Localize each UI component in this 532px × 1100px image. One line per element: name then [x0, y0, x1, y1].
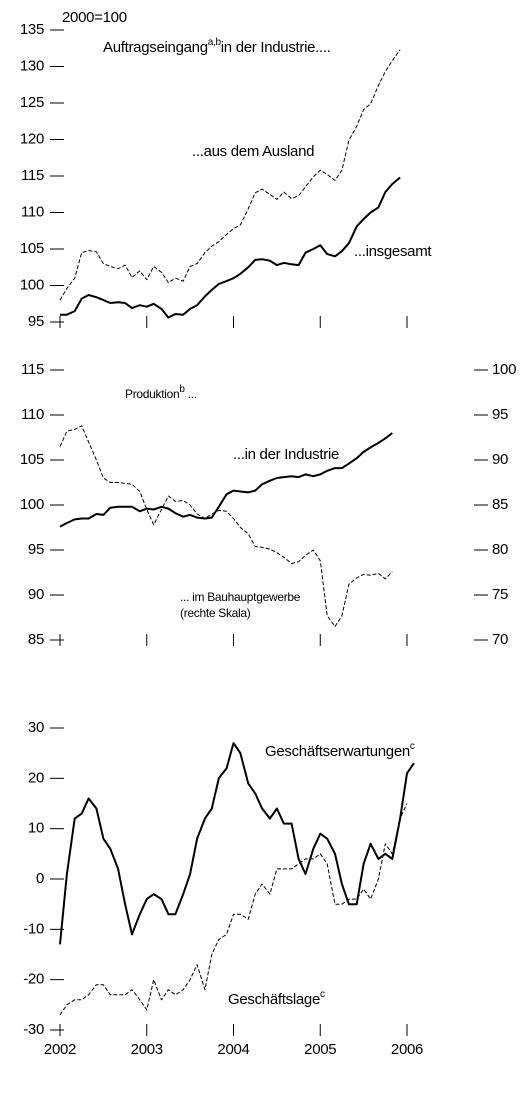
y2-tick-label: 85: [492, 496, 508, 513]
y-tick-label: 115: [21, 361, 44, 378]
chart-title: Auftragseinganga,bin der Industrie....: [103, 37, 331, 56]
series-label: ... im Bauhauptgewerbe: [180, 590, 301, 604]
y-tick-label: 90: [28, 586, 44, 603]
y-tick-label: 0: [36, 870, 44, 887]
y-tick-label: 105: [20, 451, 44, 468]
y-tick-label: 95: [28, 313, 44, 330]
y2-tick-label: 75: [492, 586, 508, 603]
series-line: [60, 176, 401, 319]
series-line: [59, 742, 415, 945]
y-tick-label: 10: [28, 820, 44, 837]
series-label: ...insgesamt: [354, 243, 432, 260]
y-tick-label: 135: [20, 21, 44, 38]
y2-tick-label: 95: [492, 406, 508, 423]
chart-subtitle: Produktionb ...: [125, 384, 197, 402]
y-tick-label: 115: [21, 167, 44, 184]
superscript: c: [410, 741, 415, 752]
unit-label: 2000=100: [62, 9, 127, 26]
y-tick-label: 30: [28, 719, 44, 736]
series-label: ...aus dem Ausland: [192, 143, 314, 160]
y-tick-label: -30: [23, 1021, 44, 1038]
superscript: b: [179, 384, 185, 395]
text-part: ... im Bauhauptgewerbe: [180, 590, 301, 604]
text-part: ...insgesamt: [354, 243, 432, 260]
series-label: Geschäftserwartungenc: [265, 741, 415, 760]
text-part: Geschäftserwartungen: [265, 743, 410, 760]
x-tick-label: 2002: [44, 1041, 76, 1058]
text-part: in der Industrie....: [221, 39, 331, 56]
y-tick-label: 95: [28, 541, 44, 558]
y-tick-label: -20: [23, 971, 44, 988]
y2-tick-label: 80: [492, 541, 508, 558]
series-line: [59, 803, 408, 1016]
y2-tick-label: 70: [492, 631, 508, 648]
text-part: ...in der Industrie: [233, 446, 339, 463]
y-tick-label: 100: [20, 276, 44, 293]
y-tick-label: 20: [28, 769, 44, 786]
x-tick-label: 2004: [217, 1041, 249, 1058]
text-part: Produktion: [125, 387, 179, 401]
series-line: [59, 432, 393, 528]
x-tick-label: 2005: [304, 1041, 336, 1058]
x-tick-label: 2006: [391, 1041, 423, 1058]
text-part: Geschäftslage: [228, 991, 320, 1008]
text-part: ...: [185, 387, 197, 401]
text-part: ...aus dem Ausland: [192, 143, 314, 160]
y-tick-label: 125: [20, 94, 44, 111]
series-line: [59, 425, 393, 627]
series-label: Geschäftslagec: [228, 989, 325, 1008]
y-tick-label: 130: [20, 57, 44, 74]
y-tick-label: 105: [20, 240, 44, 257]
y2-tick-label: 100: [492, 361, 516, 378]
y2-tick-label: 90: [492, 451, 508, 468]
superscript: c: [320, 989, 325, 1000]
y-tick-label: -10: [23, 920, 44, 937]
y-tick-label: 120: [20, 130, 44, 147]
y-tick-label: 110: [21, 203, 44, 220]
series-line: [59, 49, 401, 301]
y-tick-label: 100: [20, 496, 44, 513]
x-tick-label: 2003: [131, 1041, 163, 1058]
text-part: Auftragseingang: [103, 39, 208, 56]
series-note: (rechte Skala): [180, 606, 251, 620]
superscript: a,b: [208, 37, 222, 48]
series-label: ...in der Industrie: [233, 446, 339, 463]
y-tick-label: 85: [28, 631, 44, 648]
y-tick-label: 110: [21, 406, 44, 423]
